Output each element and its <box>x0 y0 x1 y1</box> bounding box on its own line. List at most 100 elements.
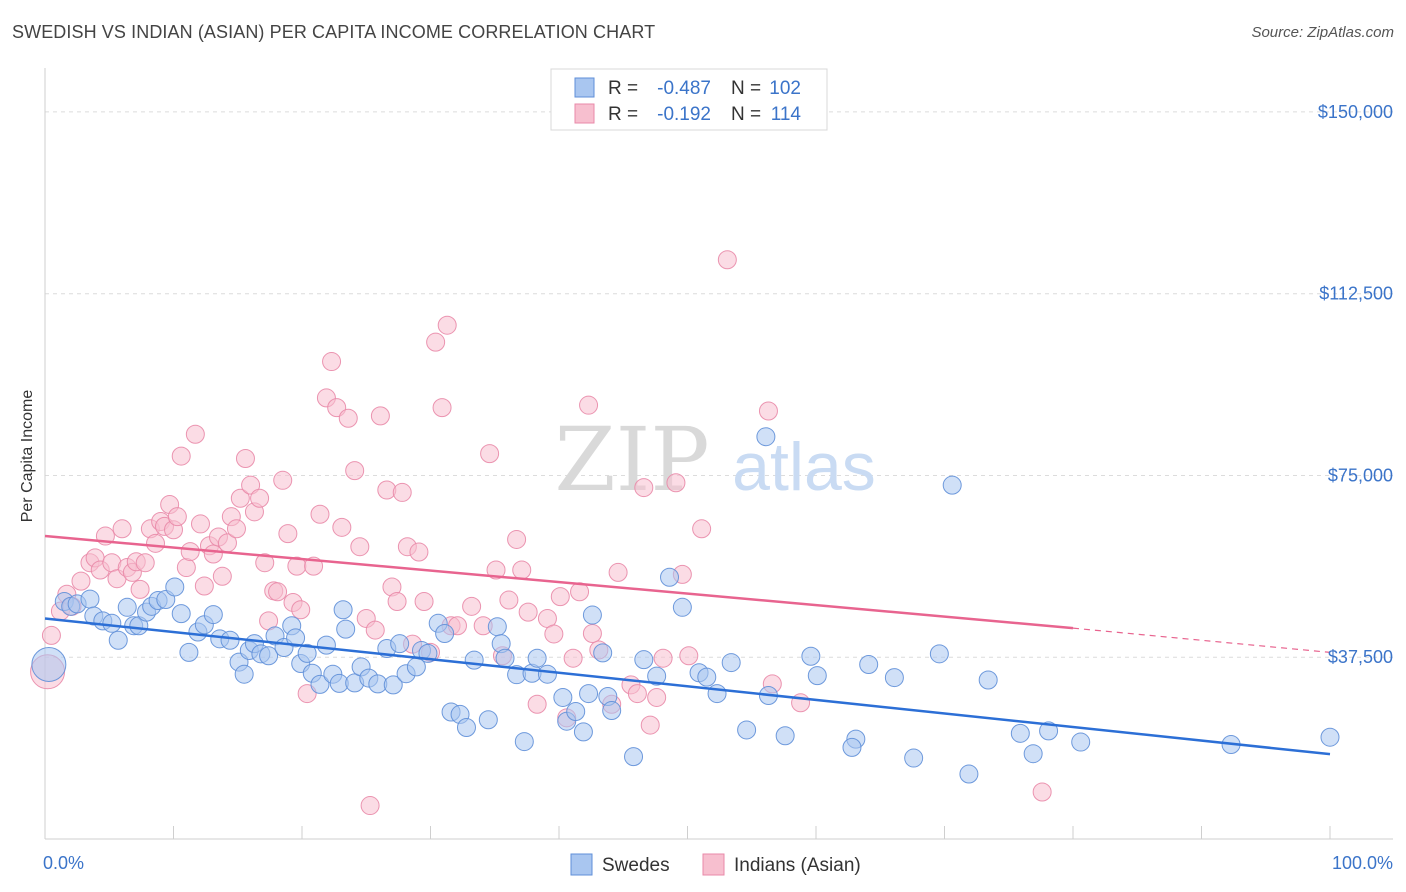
y-tick-label: $75,000 <box>1328 465 1393 485</box>
data-point <box>383 675 403 695</box>
data-point <box>666 473 686 493</box>
data-point <box>904 748 924 768</box>
trendline-indians <box>44 534 1074 630</box>
data-point <box>756 427 776 447</box>
data-point <box>464 650 484 670</box>
data-point <box>345 461 365 481</box>
data-point <box>634 650 654 670</box>
data-point <box>653 648 673 668</box>
data-point <box>647 687 667 707</box>
data-point <box>634 478 654 498</box>
data-point <box>566 702 586 722</box>
legend-n-label: N = <box>731 78 761 99</box>
legend-box <box>550 68 828 131</box>
data-point <box>859 655 879 675</box>
data-point <box>179 642 199 662</box>
gridlines <box>45 111 1393 658</box>
data-point <box>627 684 647 704</box>
data-point <box>286 628 306 648</box>
data-point <box>365 620 385 640</box>
y-tick-labels: $37,500 $75,000 $112,500 $150,000 <box>1318 102 1393 667</box>
data-point <box>717 250 737 270</box>
chart-source: Source: ZipAtlas.com <box>1251 24 1394 41</box>
data-point <box>437 315 457 335</box>
data-point <box>721 653 741 673</box>
legend-series-label: Swedes <box>602 855 670 876</box>
chart-title: SWEDISH VS INDIAN (ASIAN) PER CAPITA INC… <box>12 22 656 42</box>
trendline-swedes <box>44 617 1331 756</box>
data-point <box>392 482 412 502</box>
data-point <box>1023 744 1043 764</box>
legend-n-value: 114 <box>771 104 802 125</box>
legend-swatch <box>570 853 593 876</box>
data-point <box>176 558 196 578</box>
data-point <box>71 571 91 591</box>
data-point <box>390 634 410 654</box>
data-point <box>350 537 370 557</box>
data-point <box>220 630 240 650</box>
data-point <box>316 635 336 655</box>
data-point <box>537 664 557 684</box>
x-tick-label: 0.0% <box>43 853 84 873</box>
trendline-indians-extension <box>1072 627 1331 653</box>
data-point <box>185 424 205 444</box>
legend-swatch <box>702 853 725 876</box>
data-point <box>544 624 564 644</box>
data-point <box>486 560 506 580</box>
data-point <box>234 664 254 684</box>
legend-swatch <box>574 103 595 124</box>
data-point <box>512 560 532 580</box>
data-point <box>527 648 547 668</box>
data-point <box>259 646 279 666</box>
data-point <box>929 644 949 664</box>
data-point <box>507 529 527 549</box>
data-point <box>640 715 660 735</box>
data-point <box>432 398 452 418</box>
legend-r-label: R = <box>608 104 638 125</box>
blue-points <box>31 427 1340 784</box>
data-point <box>514 732 534 752</box>
data-point <box>291 600 311 620</box>
data-point <box>273 470 293 490</box>
data-point <box>478 710 498 730</box>
data-point <box>495 648 515 668</box>
data-point <box>462 596 482 616</box>
data-point <box>608 562 628 582</box>
data-point <box>112 519 132 539</box>
data-point <box>230 488 250 508</box>
legend-swatch <box>574 77 595 98</box>
data-point <box>165 577 185 597</box>
data-point <box>553 687 573 707</box>
data-point <box>1320 727 1340 747</box>
data-point <box>31 647 67 683</box>
legend-top: R = -0.487 N = 102 R = -0.192 N = 114 <box>550 68 828 131</box>
axes <box>44 68 1393 840</box>
legend-n-value: 102 <box>769 78 801 99</box>
watermark-atlas: atlas <box>732 429 876 505</box>
data-point <box>550 587 570 607</box>
data-point <box>426 332 446 352</box>
data-point <box>190 514 210 534</box>
data-point <box>579 684 599 704</box>
watermark: ZIP atlas <box>554 408 875 511</box>
data-point <box>338 408 358 428</box>
data-point <box>679 646 699 666</box>
data-point <box>360 796 380 816</box>
data-point <box>297 643 317 663</box>
data-point <box>278 524 298 544</box>
y-tick-label: $112,500 <box>1319 284 1393 304</box>
data-point <box>518 602 538 622</box>
data-point <box>203 605 223 625</box>
pink-points <box>30 250 1052 816</box>
data-point <box>409 542 429 562</box>
data-point <box>1010 723 1030 743</box>
data-point <box>758 401 778 421</box>
data-point <box>41 625 61 645</box>
data-point <box>336 619 356 639</box>
data-point <box>310 674 330 694</box>
data-point <box>660 567 680 587</box>
data-point <box>102 613 122 633</box>
data-point <box>435 623 455 643</box>
data-point <box>672 597 692 617</box>
data-point <box>563 648 583 668</box>
